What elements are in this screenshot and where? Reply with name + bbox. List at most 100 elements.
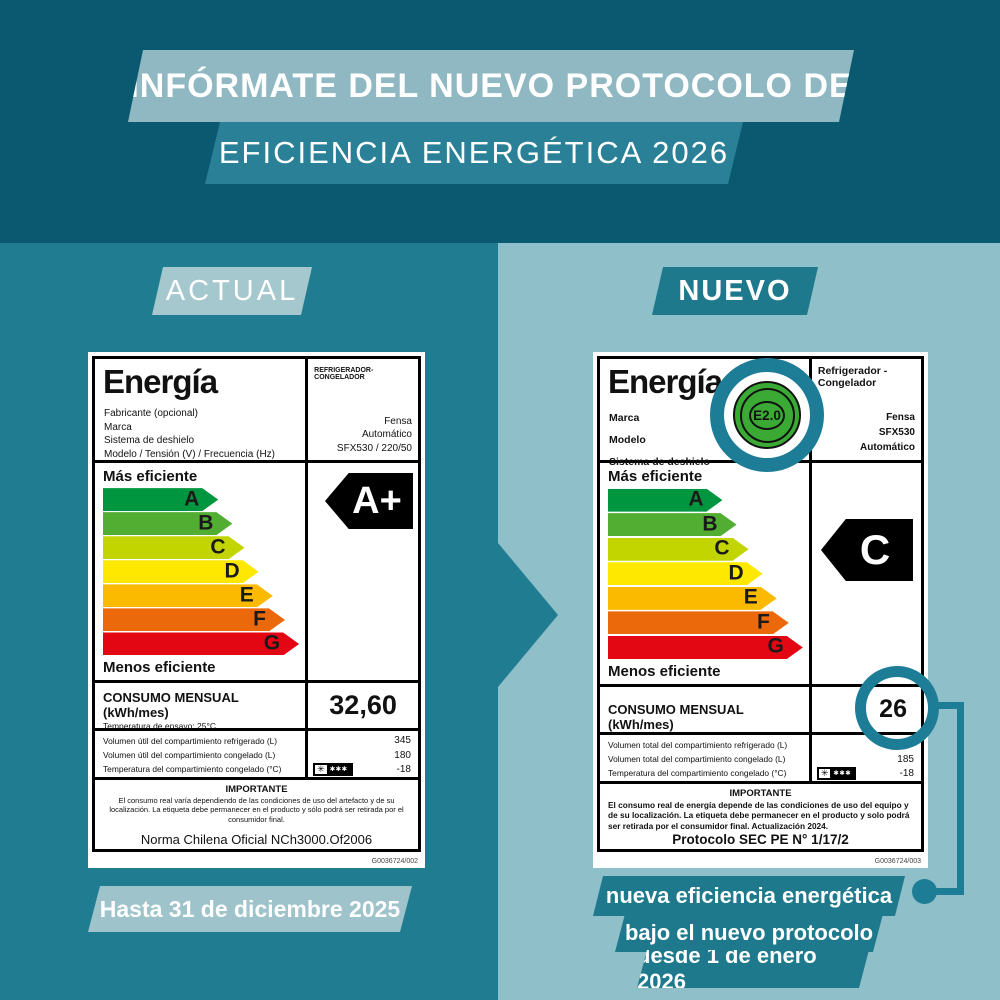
actual-header-right: REFRIGERADOR-CONGELADOR Fensa Automático… bbox=[308, 359, 418, 460]
freezer-triple-star-icon: ✱✱✱ bbox=[326, 764, 351, 774]
nuevo-label-code: G0036724/003 bbox=[874, 858, 921, 865]
e20-highlight-ring: E2.0 bbox=[710, 358, 824, 472]
actual-volume-values: 345 180 ✳ ✱✱✱ -18 bbox=[308, 731, 418, 777]
nuevo-rating-value: C bbox=[859, 526, 891, 573]
nuevo-footer-line3: desde 1 de enero 2026 bbox=[637, 943, 817, 994]
grade-arrow-b: B bbox=[103, 512, 232, 535]
connector-line-top bbox=[930, 702, 964, 709]
nuevo-volumes-section: Volumen total del compartimiento refrige… bbox=[600, 734, 921, 784]
headline-ribbon-1: INFÓRMATE DEL NUEVO PROTOCOLO DE bbox=[128, 50, 854, 122]
actual-field-marca: Marca bbox=[104, 421, 132, 433]
actual-field-list: Fabricante (opcional) Marca Sistema de d… bbox=[95, 407, 305, 461]
nuevo-scale-section: Más eficiente A B C D E F G Menos eficie… bbox=[600, 463, 921, 687]
freezer-single-star-icon: ✳ bbox=[820, 767, 829, 778]
grade-arrow-g: G bbox=[608, 636, 803, 659]
actual-scale-bottom-caption: Menos eficiente bbox=[103, 658, 216, 676]
nuevo-row-refrigerado-label: Volumen total del compartimiento refrige… bbox=[608, 739, 788, 750]
headline-ribbon-2: EFICIENCIA ENERGÉTICA 2026 bbox=[205, 122, 743, 184]
grade-arrow-b: B bbox=[608, 513, 737, 536]
actual-arrow-stack: A B C D E F G bbox=[103, 485, 305, 659]
grade-letter-b: B bbox=[198, 510, 214, 534]
nuevo-field-marca: Marca bbox=[609, 412, 640, 424]
e20-badge-inner-ring: E2.0 bbox=[739, 387, 795, 443]
e20-badge-text: E2.0 bbox=[749, 400, 785, 430]
nuevo-consumption-label: CONSUMO MENSUAL (kWh/mes) bbox=[608, 701, 744, 732]
actual-category: REFRIGERADOR-CONGELADOR bbox=[314, 367, 374, 381]
actual-scale-section: Más eficiente A B C D E F G Menos eficie… bbox=[95, 463, 418, 683]
nuevo-volume-labels: Volumen total del compartimiento refrige… bbox=[600, 734, 812, 781]
actual-volumes-section: Volumen útil del compartimiento refriger… bbox=[95, 730, 418, 780]
consumption-highlight-ring bbox=[855, 666, 939, 750]
actual-consumption-label: CONSUMO MENSUAL (kWh/mes) bbox=[103, 689, 239, 720]
nuevo-header-right: Refrigerador - Congelador Fensa SFX530 A… bbox=[812, 359, 921, 460]
grade-letter-a: A bbox=[688, 487, 704, 511]
actual-row-temperatura-value: -18 bbox=[396, 763, 411, 775]
actual-consumption-left: CONSUMO MENSUAL (kWh/mes) Temperatura de… bbox=[95, 682, 309, 731]
actual-row-refrigerado-value: 345 bbox=[394, 735, 411, 747]
actual-rating-value: A+ bbox=[352, 479, 402, 522]
grade-letter-f: F bbox=[253, 607, 266, 631]
nuevo-arrow-stack: A B C D E F G bbox=[608, 485, 809, 663]
rating-arrow-icon: C bbox=[820, 519, 913, 581]
section-title-nuevo: NUEVO bbox=[652, 267, 818, 315]
grade-letter-e: E bbox=[239, 583, 254, 607]
nuevo-field-deshielo: Sistema de deshielo bbox=[609, 456, 710, 468]
nuevo-row-temperatura: ✳ ✱✱✱ -18 bbox=[812, 766, 921, 780]
grade-arrow-e: E bbox=[103, 584, 273, 607]
nuevo-scale-arrows: Más eficiente A B C D E F G Menos eficie… bbox=[600, 463, 812, 684]
connector-dot bbox=[912, 879, 937, 904]
actual-header-left: Energía Fabricante (opcional) Marca Sist… bbox=[95, 359, 309, 461]
nuevo-important-title: IMPORTANTE bbox=[729, 787, 792, 799]
actual-field-modelo: Modelo / Tensión (V) / Frecuencia (Hz) bbox=[104, 448, 275, 460]
grade-arrow-g: G bbox=[103, 632, 299, 655]
grade-arrow-e: E bbox=[608, 587, 777, 610]
nuevo-values: Fensa SFX530 Automático bbox=[860, 410, 915, 455]
nuevo-row-temperatura-value: -18 bbox=[899, 767, 914, 779]
actual-values: Fensa Automático SFX530 / 220/50 bbox=[337, 415, 412, 456]
grade-arrow-a: A bbox=[608, 489, 722, 512]
actual-row-congelado-value: 180 bbox=[394, 749, 411, 761]
nuevo-consumption-left: CONSUMO MENSUAL (kWh/mes) bbox=[600, 686, 812, 732]
nuevo-row-congelado-value: 185 bbox=[897, 753, 914, 765]
actual-volume-labels: Volumen útil del compartimiento refriger… bbox=[95, 730, 309, 777]
actual-important-section: IMPORTANTE El consumo real varía dependi… bbox=[95, 780, 418, 850]
grade-letter-g: G bbox=[263, 631, 281, 655]
freezer-single-star-icon: ✳ bbox=[317, 763, 325, 774]
actual-footer-banner: Hasta 31 de diciembre 2025 bbox=[88, 886, 412, 932]
actual-row-temperatura-label: Temperatura del compartimiento congelado… bbox=[103, 764, 282, 775]
grade-arrow-c: C bbox=[608, 538, 749, 561]
nuevo-label-title: Energía bbox=[608, 363, 723, 400]
nuevo-value-deshielo: Automático bbox=[859, 442, 915, 453]
nuevo-rating-cell: C bbox=[812, 463, 921, 684]
actual-scale-arrows: Más eficiente A B C D E F G Menos eficie… bbox=[95, 463, 309, 680]
freezer-star-badge: ✳ ✱✱✱ bbox=[313, 762, 353, 776]
grade-arrow-d: D bbox=[608, 562, 763, 585]
nuevo-footer-banner-1: nueva eficiencia energética bbox=[593, 876, 905, 916]
actual-footer-text: Hasta 31 de diciembre 2025 bbox=[99, 895, 401, 922]
grade-letter-g: G bbox=[767, 634, 784, 658]
actual-label-code: G0036724/002 bbox=[371, 858, 418, 865]
actual-row-congelado-label: Volumen útil del compartimiento congelad… bbox=[103, 749, 276, 760]
grade-letter-a: A bbox=[184, 486, 200, 510]
nuevo-scale-top-caption: Más eficiente bbox=[608, 468, 703, 485]
grade-letter-d: D bbox=[224, 559, 240, 583]
grade-arrow-f: F bbox=[103, 608, 285, 631]
nuevo-title-text: NUEVO bbox=[678, 274, 792, 307]
e20-badge-icon: E2.0 bbox=[733, 381, 801, 449]
grade-letter-f: F bbox=[756, 610, 770, 634]
actual-field-deshielo: Sistema de deshielo bbox=[104, 435, 195, 446]
actual-rating-cell: A+ bbox=[308, 463, 418, 680]
actual-value-marca: Fensa bbox=[384, 415, 412, 427]
grade-letter-c: C bbox=[714, 536, 730, 560]
grade-letter-d: D bbox=[728, 561, 744, 585]
actual-norm-reference: Norma Chilena Oficial NCh3000.Of2006 bbox=[140, 832, 373, 847]
nuevo-category: Refrigerador - Congelador bbox=[817, 365, 888, 389]
headline-line1: INFÓRMATE DEL NUEVO PROTOCOLO DE bbox=[129, 66, 853, 105]
grade-letter-b: B bbox=[702, 511, 718, 535]
actual-field-fabricante: Fabricante (opcional) bbox=[104, 408, 198, 419]
section-title-actual: ACTUAL bbox=[152, 267, 312, 315]
freezer-star-badge: ✳ ✱✱✱ bbox=[816, 766, 857, 780]
actual-header-section: Energía Fabricante (opcional) Marca Sist… bbox=[95, 359, 418, 463]
freezer-triple-star-icon: ✱✱✱ bbox=[830, 768, 855, 778]
